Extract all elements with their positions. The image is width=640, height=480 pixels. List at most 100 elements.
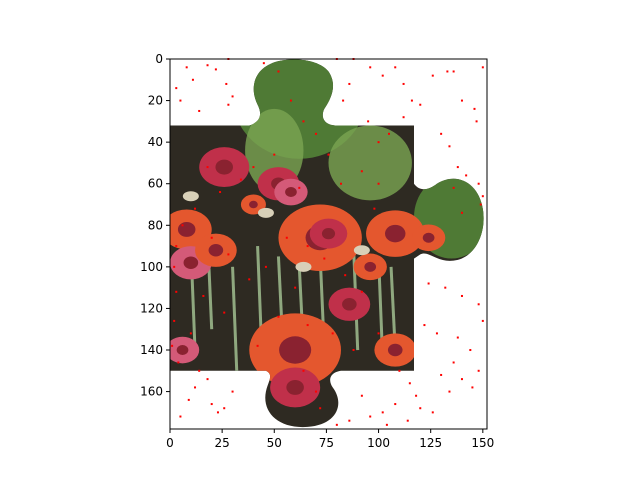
noise-point <box>360 170 363 173</box>
y-tick-label: 140 <box>140 343 163 357</box>
noise-point <box>402 82 405 85</box>
noise-point <box>387 132 390 135</box>
leaf-area <box>328 125 412 201</box>
noise-point <box>419 103 422 106</box>
noise-point <box>394 403 397 406</box>
axes-frame <box>169 58 488 430</box>
flower-stem <box>231 266 239 371</box>
noise-point <box>377 141 380 144</box>
flower-bud <box>295 261 312 272</box>
flower-center <box>177 221 196 237</box>
noise-point <box>348 82 351 85</box>
noise-point <box>173 319 176 322</box>
noise-point <box>456 336 459 339</box>
noise-point <box>175 290 178 293</box>
noise-point <box>479 203 482 206</box>
noise-point <box>460 211 463 214</box>
noise-point <box>239 178 242 181</box>
y-tick-label: 100 <box>140 260 163 274</box>
noise-point <box>216 411 219 414</box>
noise-point <box>440 373 443 376</box>
noise-point <box>352 349 355 352</box>
noise-point <box>360 394 363 397</box>
noise-point <box>456 166 459 169</box>
flower-center <box>183 256 199 269</box>
noise-point <box>394 66 397 69</box>
x-tick-label: 150 <box>471 436 494 450</box>
noise-point <box>173 265 176 268</box>
y-tick-label: 40 <box>148 135 163 149</box>
puzzle-piece-image <box>170 59 484 428</box>
noise-point <box>206 378 209 381</box>
noise-point <box>465 174 468 177</box>
noise-point <box>342 99 345 102</box>
noise-point <box>219 191 222 194</box>
flower-center <box>286 379 304 395</box>
noise-point <box>252 166 255 169</box>
noise-point <box>410 99 413 102</box>
flower-center <box>285 187 297 198</box>
flower-center <box>279 336 312 364</box>
noise-points <box>171 58 484 426</box>
flower-center <box>342 298 357 311</box>
y-axis: 0 20 40 60 80 100 120 140 160 <box>140 52 170 399</box>
flower-center <box>321 227 336 240</box>
noise-point <box>177 361 180 364</box>
noise-point <box>273 153 276 156</box>
noise-point <box>369 66 372 69</box>
flower-center <box>387 343 403 357</box>
noise-point <box>481 319 484 322</box>
noise-point <box>435 332 438 335</box>
y-tick-label: 0 <box>155 52 163 66</box>
noise-point <box>348 419 351 422</box>
x-tick-label: 25 <box>214 436 229 450</box>
noise-point <box>210 403 213 406</box>
x-axis: 0 25 50 75 100 125 150 <box>166 429 494 450</box>
noise-point <box>194 386 197 389</box>
noise-point <box>264 265 267 268</box>
flower-center <box>176 345 189 355</box>
x-tick-label: 125 <box>419 436 442 450</box>
noise-point <box>381 74 384 77</box>
plot-area <box>170 58 484 428</box>
noise-point <box>331 332 334 335</box>
noise-point <box>408 382 411 385</box>
noise-point <box>452 70 455 73</box>
noise-point <box>481 66 484 69</box>
noise-point <box>373 207 376 210</box>
noise-point <box>306 324 309 327</box>
noise-point <box>452 186 455 189</box>
noise-point <box>302 120 305 123</box>
noise-point <box>227 103 230 106</box>
noise-point <box>460 99 463 102</box>
noise-point <box>477 303 480 306</box>
flower-center <box>249 200 258 209</box>
noise-point <box>179 415 182 418</box>
noise-point <box>335 423 338 426</box>
noise-point <box>187 398 190 401</box>
noise-point <box>314 132 317 135</box>
noise-point <box>248 278 251 281</box>
noise-point <box>256 344 259 347</box>
noise-point <box>302 369 305 372</box>
noise-point <box>406 419 409 422</box>
noise-point <box>223 311 226 314</box>
noise-point <box>285 236 288 239</box>
noise-point <box>367 120 370 123</box>
noise-point <box>431 411 434 414</box>
y-tick-label: 160 <box>140 385 163 399</box>
noise-point <box>446 70 449 73</box>
noise-point <box>419 407 422 410</box>
x-tick-label: 100 <box>367 436 390 450</box>
noise-point <box>477 369 480 372</box>
noise-point <box>369 415 372 418</box>
noise-point <box>381 411 384 414</box>
noise-point <box>179 99 182 102</box>
flower-center <box>364 261 377 272</box>
noise-point <box>469 349 472 352</box>
noise-point <box>277 70 280 73</box>
x-tick-label: 75 <box>319 436 334 450</box>
noise-point <box>214 68 217 71</box>
flower-center <box>385 224 406 243</box>
noise-point <box>471 386 474 389</box>
